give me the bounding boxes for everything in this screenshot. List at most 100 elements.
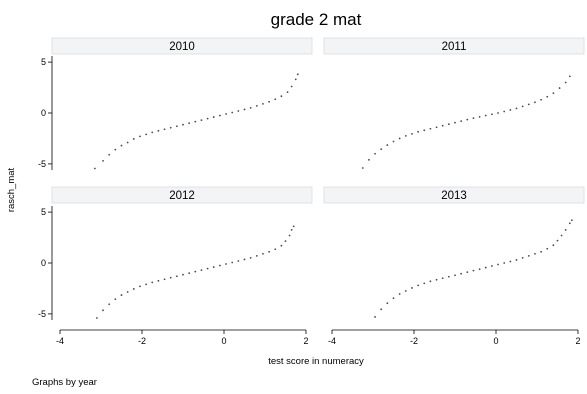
- y-tick-label: -5: [38, 309, 46, 319]
- data-point: [102, 159, 104, 162]
- data-point: [102, 309, 104, 312]
- data-point: [268, 250, 270, 253]
- data-point: [441, 124, 444, 127]
- x-tick-label: -2: [138, 336, 146, 346]
- data-point: [466, 271, 469, 274]
- data-point: [132, 138, 135, 140]
- data-point: [212, 266, 215, 268]
- data-point: [398, 293, 401, 295]
- data-point: [392, 140, 395, 143]
- data-point: [268, 100, 270, 103]
- data-point: [286, 91, 289, 94]
- facet-strip-label: 2010: [169, 41, 195, 53]
- data-point: [200, 119, 203, 122]
- facet-strip: [323, 186, 585, 204]
- y-axis-title: rasch_mat: [6, 167, 17, 212]
- facet-strip-label: 2011: [442, 41, 467, 53]
- facet-panel-2012: 2012 -5 0 5 -4 -2 0 2: [38, 186, 313, 346]
- data-point: [175, 275, 178, 278]
- data-point: [478, 268, 481, 271]
- data-point: [284, 240, 287, 243]
- data-point: [374, 152, 376, 155]
- chart-title: grade 2 mat: [271, 10, 362, 29]
- data-point: [534, 101, 536, 104]
- data-point: [93, 167, 96, 170]
- data-point: [145, 283, 148, 286]
- data-point: [556, 239, 559, 242]
- data-point: [120, 294, 123, 296]
- y-tick-label: 0: [41, 108, 46, 118]
- data-point: [132, 288, 135, 290]
- data-point: [497, 112, 499, 114]
- facet-strip: [323, 37, 585, 55]
- data-point: [296, 73, 299, 76]
- facet-panel-2010: 2010 -5 0 5: [38, 37, 313, 170]
- data-point: [447, 123, 450, 126]
- data-point: [386, 302, 389, 305]
- data-point: [182, 273, 184, 276]
- data-point: [188, 122, 191, 125]
- data-point: [126, 141, 129, 144]
- data-point: [552, 244, 555, 247]
- data-point: [274, 248, 277, 251]
- data-point: [108, 153, 111, 156]
- data-point: [194, 120, 197, 123]
- data-point: [478, 115, 481, 118]
- data-point: [290, 229, 293, 231]
- data-point: [292, 225, 295, 228]
- x-tick-label: -4: [328, 336, 336, 346]
- data-point: [527, 254, 530, 257]
- data-point: [568, 75, 571, 78]
- data-point: [290, 85, 293, 88]
- y-tick-label: 0: [41, 258, 46, 268]
- data-point: [219, 264, 221, 267]
- data-point: [206, 117, 209, 120]
- data-point: [564, 229, 567, 231]
- data-point: [435, 278, 438, 281]
- data-point: [200, 269, 203, 272]
- data-point: [472, 117, 475, 119]
- data-point: [540, 250, 542, 253]
- data-point: [568, 222, 571, 225]
- data-point: [237, 260, 240, 262]
- data-point: [460, 272, 463, 275]
- data-point: [466, 118, 469, 121]
- data-point: [249, 107, 252, 109]
- graphs-by-note: Graphs by year: [32, 377, 97, 388]
- data-point: [558, 87, 561, 89]
- data-point: [564, 81, 567, 84]
- data-point: [231, 261, 234, 264]
- data-point: [411, 287, 413, 289]
- data-point: [491, 113, 493, 116]
- data-point: [280, 244, 283, 247]
- data-point: [404, 290, 407, 292]
- data-point: [435, 126, 438, 129]
- x-tick-label: -2: [410, 336, 418, 346]
- data-point: [423, 282, 426, 285]
- data-point: [288, 234, 291, 237]
- data-point: [552, 92, 555, 95]
- data-point: [368, 158, 370, 161]
- data-point: [540, 98, 542, 101]
- data-point: [139, 135, 141, 138]
- data-point: [262, 102, 264, 105]
- data-point: [243, 108, 246, 111]
- data-point: [219, 114, 221, 117]
- data-point: [237, 110, 240, 112]
- facet-panel-2013: 2013 -4 -2 0 2: [323, 186, 585, 346]
- data-point: [429, 280, 432, 283]
- data-point: [454, 121, 456, 124]
- data-point: [570, 219, 573, 222]
- data-point: [212, 116, 215, 118]
- data-point: [231, 111, 234, 114]
- data-point: [534, 252, 536, 255]
- data-point: [374, 316, 376, 318]
- data-point: [441, 277, 444, 280]
- data-point: [472, 269, 475, 272]
- data-point: [188, 272, 191, 275]
- data-point: [182, 123, 184, 126]
- facet-panel-2011: 2011: [323, 37, 585, 169]
- data-point: [139, 285, 141, 288]
- data-point: [484, 114, 487, 117]
